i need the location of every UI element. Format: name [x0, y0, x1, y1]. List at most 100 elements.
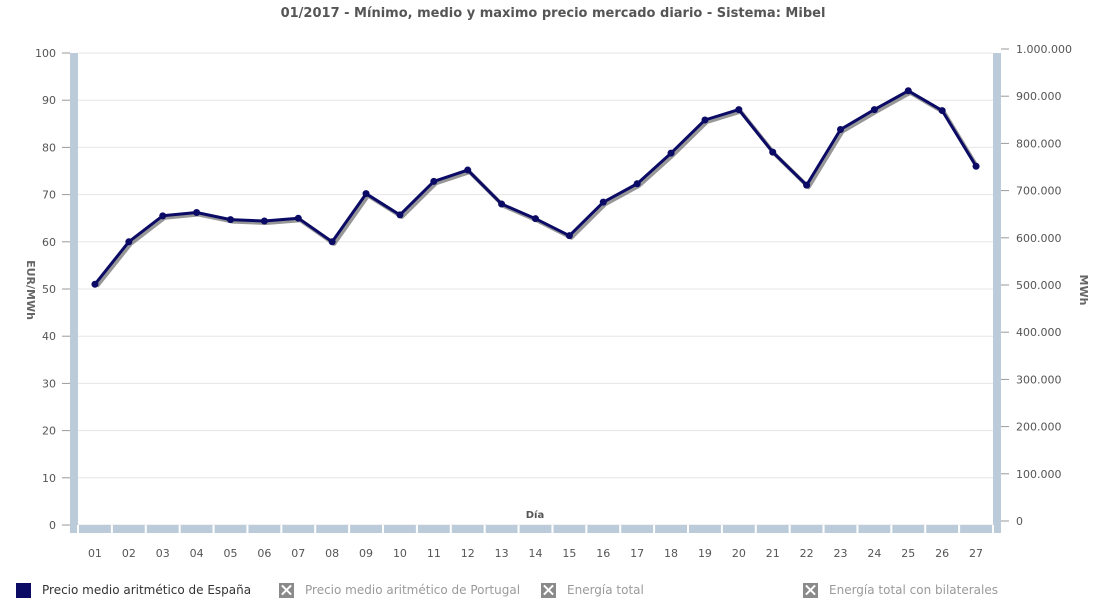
x-tick-label: 06	[257, 547, 271, 560]
y2-tick-label: 600.000	[1016, 232, 1062, 245]
data-point	[328, 238, 336, 246]
data-point	[125, 238, 133, 246]
y-axis-title: EUR/MWh	[24, 260, 37, 320]
data-point	[837, 125, 844, 133]
data-point	[227, 216, 234, 224]
data-point	[91, 280, 99, 288]
y-tick-label: 80	[42, 141, 56, 154]
left-axis-band	[70, 53, 78, 525]
data-point	[498, 200, 506, 208]
x-tick-label: 01	[88, 547, 102, 560]
data-point	[803, 181, 811, 189]
data-point	[633, 180, 641, 188]
x-tick-label: 16	[596, 547, 610, 560]
legend-disabled-icon	[279, 582, 294, 598]
data-point	[701, 116, 709, 124]
y2-tick-label: 800.000	[1016, 137, 1062, 150]
data-point	[972, 162, 980, 170]
series-layer	[91, 87, 980, 288]
x-tick-label: 10	[393, 547, 407, 560]
legend-item-energia-bilaterales[interactable]: Energía total con bilaterales	[803, 579, 998, 601]
y2-tick-label: 400.000	[1016, 326, 1062, 339]
y-tick-label: 20	[42, 425, 56, 438]
bottom-axis-band	[70, 525, 1001, 533]
y-tick-label: 0	[49, 519, 56, 532]
legend-label-energia-bilaterales: Energía total con bilaterales	[829, 583, 999, 597]
x-tick-label: 03	[156, 547, 170, 560]
y2-tick-label: 200.000	[1016, 421, 1062, 434]
data-point	[565, 232, 573, 240]
x-axis-title: Día	[526, 509, 544, 521]
y2-tick-label: 900.000	[1016, 90, 1062, 103]
x-tick-label: 08	[325, 547, 339, 560]
y2-tick-label: 500.000	[1016, 279, 1062, 292]
y-axis-right: 0 100.000 200.000 300.000 400.000 500.000 600.…	[1001, 43, 1072, 528]
legend-item-portugal[interactable]: Precio medio aritmético de Portugal	[279, 579, 520, 601]
y-tick-label: 70	[42, 189, 56, 202]
x-tick-label: 23	[834, 547, 848, 560]
right-axis-band	[993, 53, 1001, 525]
x-tick-label: 04	[190, 547, 204, 560]
data-point	[193, 209, 201, 217]
legend-label-energia-total: Energía total	[567, 583, 644, 597]
y-tick-label: 10	[42, 472, 56, 485]
y-tick-label: 60	[42, 236, 56, 249]
chart-title: 01/2017 - Mínimo, medio y maximo precio …	[281, 6, 826, 21]
x-tick-label: 13	[495, 547, 509, 560]
y2-tick-label: 100.000	[1016, 468, 1062, 481]
legend: Precio medio aritmético de España Precio…	[0, 579, 1095, 603]
x-tick-label: 24	[867, 547, 881, 560]
legend-label-spain: Precio medio aritmético de España	[42, 583, 252, 597]
data-point	[260, 217, 268, 225]
chart-canvas: 01/2017 - Mínimo, medio y maximo precio …	[24, 6, 1090, 560]
x-tick-label: 11	[427, 547, 441, 560]
data-point	[904, 87, 912, 95]
series-line	[93, 89, 978, 286]
legend-item-spain[interactable]: Precio medio aritmético de España	[16, 579, 251, 601]
legend-disabled-icon	[803, 582, 818, 598]
x-tick-label: 09	[359, 547, 373, 560]
legend-disabled-icon	[541, 582, 556, 598]
x-tick-label: 26	[935, 547, 949, 560]
data-point	[362, 190, 370, 198]
data-point	[769, 148, 777, 156]
x-tick-label: 15	[562, 547, 576, 560]
data-point	[396, 211, 404, 219]
legend-item-energia-total[interactable]: Energía total	[541, 579, 644, 601]
x-tick-label: 07	[291, 547, 305, 560]
x-axis: 01 02 03 04 05 06 07 08 09 10 11 12 13 14 15 16 17 18 19 20…	[88, 547, 983, 560]
y2-tick-label: 0	[1016, 515, 1023, 528]
y2-axis-title: MWh	[1077, 275, 1090, 306]
data-point	[430, 177, 438, 185]
y-tick-label: 50	[42, 283, 56, 296]
x-tick-label: 27	[969, 547, 983, 560]
data-point	[870, 106, 878, 114]
plot-frame	[70, 53, 1001, 533]
x-tick-label: 20	[732, 547, 746, 560]
x-tick-label: 22	[800, 547, 814, 560]
x-tick-label: 21	[766, 547, 780, 560]
y-tick-label: 100	[35, 47, 56, 60]
data-point	[159, 212, 167, 220]
y-tick-label: 30	[42, 377, 56, 390]
x-tick-label: 05	[224, 547, 238, 560]
x-tick-label: 18	[664, 547, 678, 560]
x-tick-label: 14	[529, 547, 543, 560]
y2-tick-label: 300.000	[1016, 373, 1062, 386]
data-point	[735, 106, 743, 114]
x-tick-label: 12	[461, 547, 475, 560]
y-axis-left: 0 10 20 30 40 50 60 70 80 90 100	[35, 47, 70, 532]
legend-swatch-spain	[16, 582, 31, 598]
gridlines	[78, 52, 993, 526]
y-tick-label: 90	[42, 94, 56, 107]
data-point	[667, 149, 675, 157]
x-tick-label: 02	[122, 547, 136, 560]
data-point	[294, 214, 302, 222]
x-tick-label: 17	[630, 547, 644, 560]
data-point	[532, 215, 539, 223]
y2-tick-label: 700.000	[1016, 185, 1062, 198]
data-point	[599, 198, 607, 206]
data-point	[464, 166, 472, 174]
x-tick-label: 19	[698, 547, 712, 560]
x-tick-label: 25	[901, 547, 915, 560]
